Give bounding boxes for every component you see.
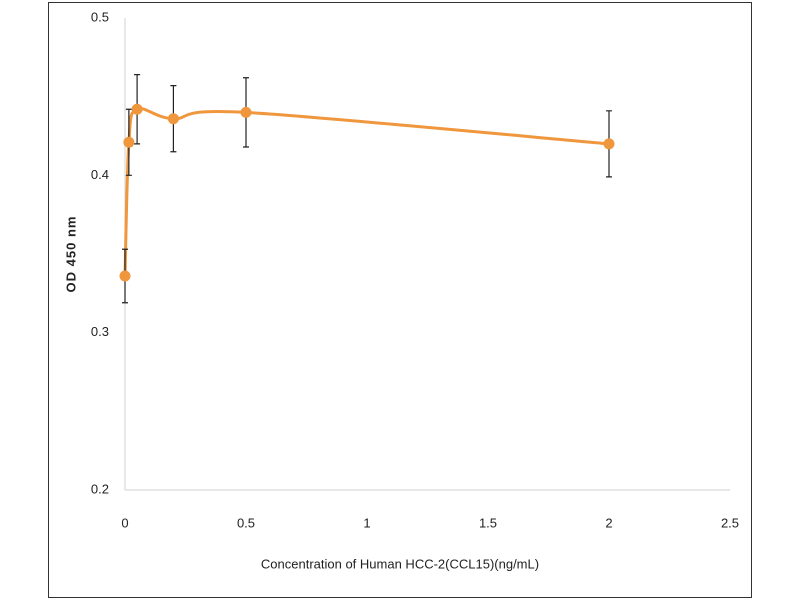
x-tick-label: 0.5	[237, 515, 255, 530]
x-axis-label: Concentration of Human HCC-2(CCL15)(ng/m…	[261, 556, 539, 571]
point	[119, 270, 131, 282]
frame	[48, 2, 752, 598]
y-tick-label: 0.3	[91, 324, 109, 339]
point	[123, 136, 135, 148]
x-tick-label: 1.5	[479, 515, 497, 530]
point	[603, 138, 615, 150]
point	[167, 113, 179, 125]
y-tick-label: 0.5	[91, 9, 109, 24]
x-tick-label: 2.5	[721, 515, 739, 530]
y-tick-label: 0.2	[91, 481, 109, 496]
y-tick-label: 0.4	[91, 167, 109, 182]
x-tick-label: 0	[121, 515, 128, 530]
point	[131, 103, 143, 115]
line	[123, 107, 610, 277]
point	[240, 106, 252, 118]
x-tick-label: 1	[363, 515, 370, 530]
x-tick-label: 2	[605, 515, 612, 530]
y-axis-label: OD 450 nm	[63, 216, 78, 293]
